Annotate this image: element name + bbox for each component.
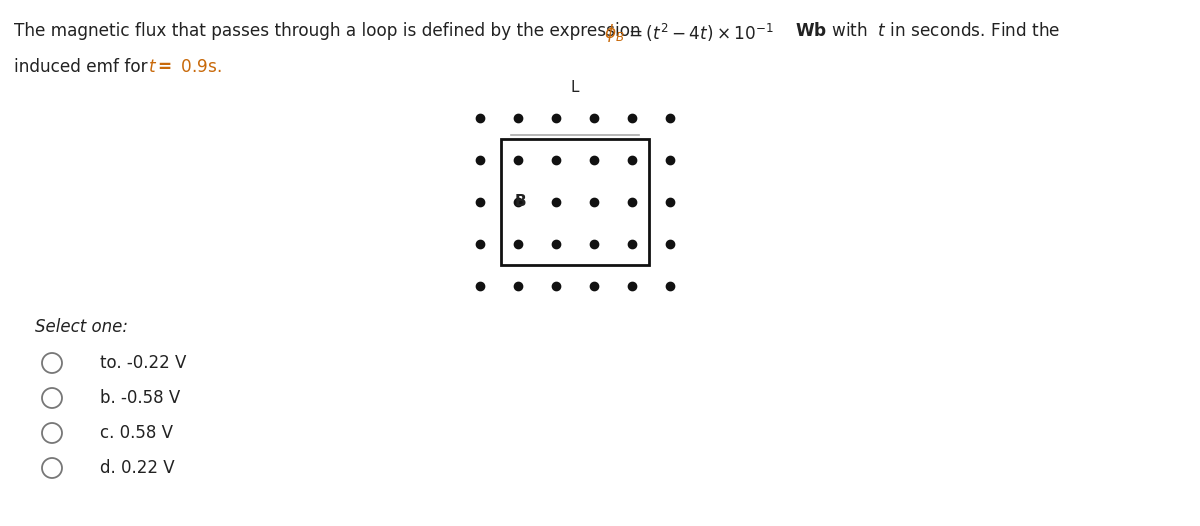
Bar	[500, 139, 649, 265]
Text: c. 0.58 V: c. 0.58 V	[100, 424, 173, 442]
Text: Select one:: Select one:	[35, 318, 128, 336]
Text: $\mathbf{Wb}$: $\mathbf{Wb}$	[796, 22, 827, 40]
Text: The magnetic flux that passes through a loop is defined by the expression: The magnetic flux that passes through a …	[14, 22, 652, 40]
Text: $=(t^2-4t)\times10^{-1}$: $=(t^2-4t)\times10^{-1}$	[625, 22, 774, 44]
Text: $\phi_B$: $\phi_B$	[604, 22, 624, 44]
Text: B: B	[515, 195, 527, 209]
Text: induced emf for: induced emf for	[14, 58, 158, 76]
Text: with  $t$ in seconds. Find the: with $t$ in seconds. Find the	[826, 22, 1061, 40]
Text: to. -0.22 V: to. -0.22 V	[100, 354, 186, 372]
Text: $t\mathbf{=}$ 0.9s.: $t\mathbf{=}$ 0.9s.	[148, 58, 222, 76]
Text: d. 0.22 V: d. 0.22 V	[100, 459, 175, 477]
Text: L: L	[571, 80, 580, 95]
Text: b. -0.58 V: b. -0.58 V	[100, 389, 180, 407]
